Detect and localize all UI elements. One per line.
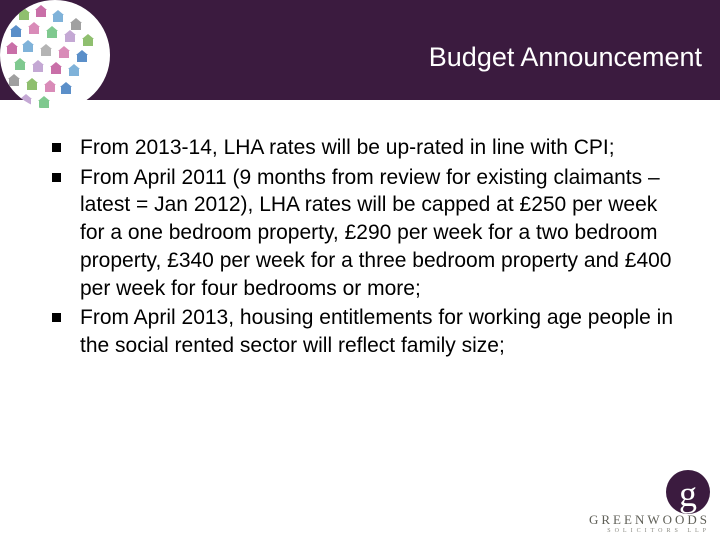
slide-body: From 2013-14, LHA rates will be up-rated… <box>0 100 720 360</box>
house-icon <box>10 25 22 37</box>
header-logo <box>0 0 110 110</box>
house-icon <box>40 44 52 56</box>
bullet-item: From April 2013, housing entitlements fo… <box>52 304 678 359</box>
house-icon <box>44 80 56 92</box>
bullet-item: From 2013-14, LHA rates will be up-rated… <box>52 134 678 162</box>
house-icon <box>50 62 62 74</box>
house-icon <box>32 60 44 72</box>
slide-title: Budget Announcement <box>429 42 702 73</box>
house-icon <box>68 64 80 76</box>
bullet-list: From 2013-14, LHA rates will be up-rated… <box>52 134 678 360</box>
house-icon <box>38 96 50 108</box>
house-icon <box>46 26 58 38</box>
footer-brand-sub: SOLICITORS LLP <box>589 528 710 534</box>
bullet-item: From April 2011 (9 months from review fo… <box>52 164 678 303</box>
footer-mark-icon: g <box>666 470 710 514</box>
slide-header: Budget Announcement <box>0 0 720 100</box>
footer-logo: g GREENWOODS SOLICITORS LLP <box>589 470 710 534</box>
house-icon <box>82 34 94 46</box>
house-icon <box>22 40 34 52</box>
footer-brand-name: GREENWOODS <box>589 512 710 528</box>
house-icon <box>64 30 76 42</box>
house-icon <box>70 18 82 30</box>
house-icon <box>14 58 26 70</box>
house-icon <box>35 5 47 17</box>
house-icon <box>18 8 30 20</box>
house-icon <box>28 22 40 34</box>
house-icon <box>58 46 70 58</box>
house-icon <box>8 74 20 86</box>
house-icon <box>26 78 38 90</box>
house-icon <box>60 82 72 94</box>
house-icon <box>20 94 32 106</box>
house-icon <box>52 10 64 22</box>
house-icon <box>76 50 88 62</box>
house-icon <box>6 42 18 54</box>
